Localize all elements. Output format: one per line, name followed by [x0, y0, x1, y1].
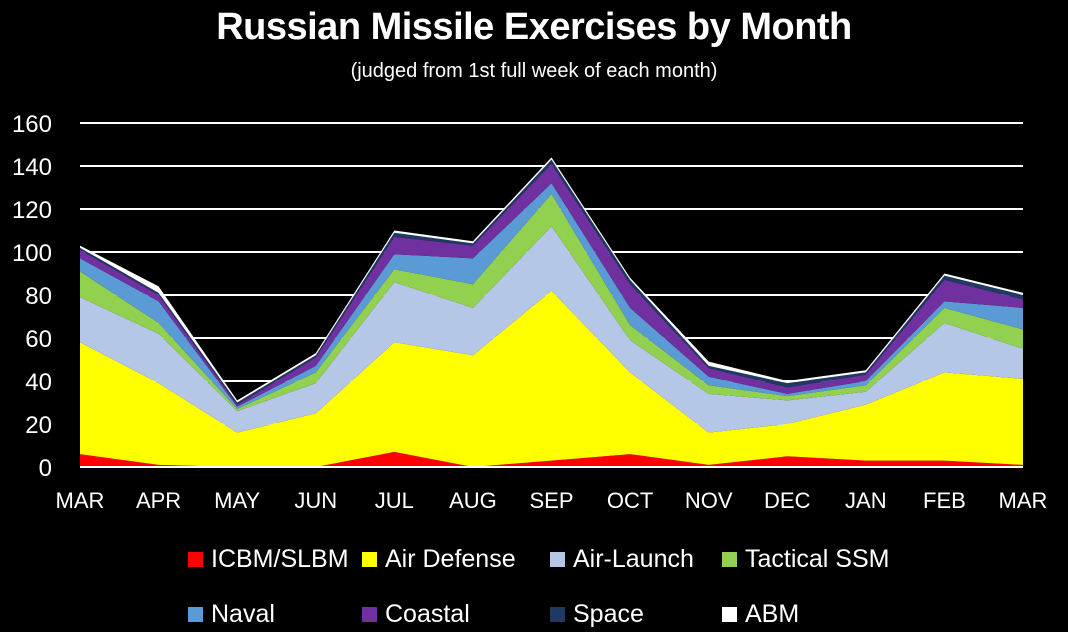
legend-label: Air Defense	[385, 544, 516, 573]
legend-swatch	[188, 606, 203, 622]
legend-swatch	[362, 606, 377, 622]
legend-label: ICBM/SLBM	[211, 544, 349, 573]
legend-label: Coastal	[385, 599, 470, 628]
area-series-air-defense	[80, 290, 1023, 467]
y-tick-label: 40	[25, 369, 52, 396]
legend-swatch	[550, 606, 565, 622]
y-tick-label: 20	[25, 412, 52, 439]
area-series-air-launch	[80, 226, 1023, 433]
legend-label: Space	[573, 599, 644, 628]
legend-item: Coastal	[362, 596, 470, 632]
chart-title: Russian Missile Exercises by Month	[216, 6, 852, 48]
x-tick-label: JUN	[294, 488, 337, 513]
legend-label: Tactical SSM	[745, 544, 890, 573]
x-tick-label: JAN	[845, 488, 887, 513]
legend-swatch	[188, 551, 203, 567]
legend-label: Air-Launch	[573, 544, 694, 573]
legend-swatch	[550, 551, 565, 567]
x-tick-label: MAR	[999, 488, 1048, 513]
legend-item: Air-Launch	[550, 541, 694, 577]
y-tick-label: 80	[25, 283, 52, 310]
x-tick-label: SEP	[529, 488, 573, 513]
legend-label: ABM	[745, 599, 800, 628]
area-chart: 0 20 40 60 80 100 120 140 160 MAR APR MAY JUN JUL AUG S…	[12, 111, 1047, 513]
y-tick-label: 100	[12, 240, 52, 267]
y-tick-label: 160	[12, 111, 52, 138]
legend-label: Naval	[211, 599, 275, 628]
legend: ICBM/SLBM Air Defense Air-Launch Tactical S…	[0, 540, 1068, 630]
y-tick-label: 60	[25, 326, 52, 353]
y-tick-label: 0	[39, 455, 52, 482]
axes: 0 20 40 60 80 100 120 140 160 MAR APR MAY JUN JUL AUG S…	[12, 111, 1047, 513]
x-tick-label: OCT	[607, 488, 653, 513]
y-tick-label: 120	[12, 197, 52, 224]
legend-item: ICBM/SLBM	[188, 541, 349, 577]
legend-item: ABM	[722, 596, 799, 632]
y-tick-label: 140	[12, 154, 52, 181]
x-tick-label: NOV	[685, 488, 733, 513]
legend-item: Tactical SSM	[722, 541, 889, 577]
x-tick-label: DEC	[764, 488, 811, 513]
x-tick-label: MAY	[214, 488, 260, 513]
x-tick-label: AUG	[449, 488, 497, 513]
x-tick-label: FEB	[923, 488, 966, 513]
legend-swatch	[722, 551, 737, 567]
x-tick-label: MAR	[56, 488, 105, 513]
x-tick-label: JUL	[375, 488, 414, 513]
legend-swatch	[722, 606, 737, 622]
legend-item: Naval	[188, 596, 275, 632]
stacked-areas	[80, 157, 1023, 467]
x-tick-label: APR	[136, 488, 181, 513]
area-series-icbm-slbm	[80, 451, 1023, 467]
legend-swatch	[362, 551, 377, 567]
legend-item: Air Defense	[362, 541, 516, 577]
chart-subtitle: (judged from 1st full week of each month…	[350, 60, 718, 82]
legend-item: Space	[550, 596, 644, 632]
